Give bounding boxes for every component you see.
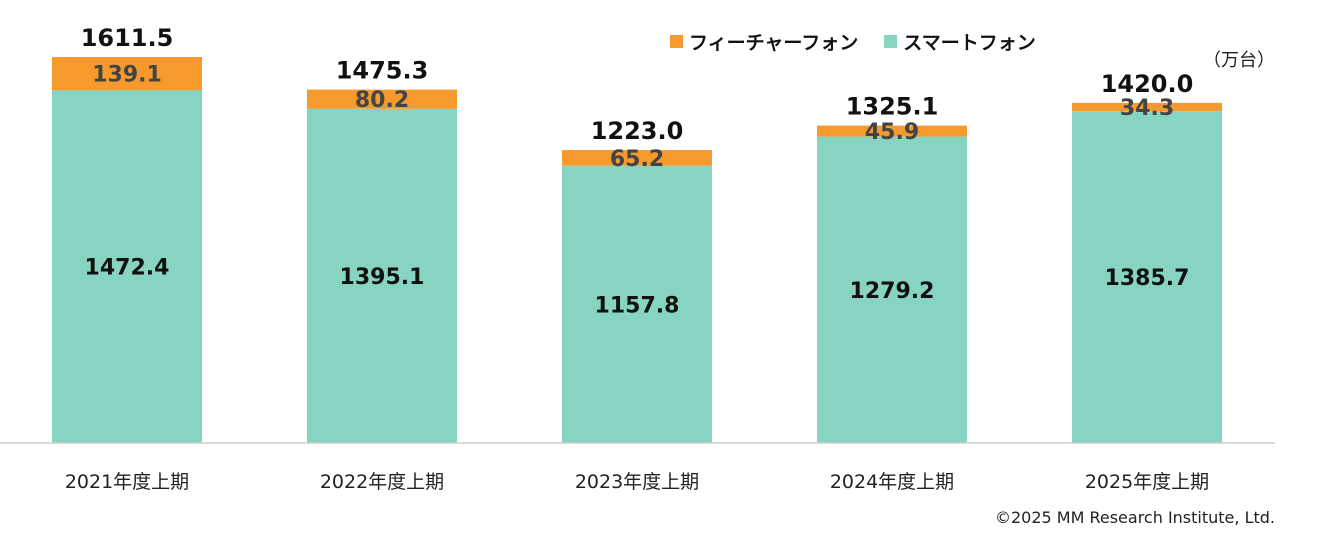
data-label-feature-phone-5: 34.3 (1120, 96, 1174, 121)
bar-feature-phone-4 (817, 125, 967, 137)
data-label-smartphone-5: 1385.7 (1105, 266, 1190, 291)
total-label-5: 1420.0 (1101, 70, 1194, 98)
bar-feature-phone-3 (562, 150, 712, 166)
data-label-smartphone-2: 1395.1 (340, 265, 425, 290)
data-label-feature-phone-3: 65.2 (610, 147, 664, 172)
data-label-feature-phone-4: 45.9 (865, 120, 919, 145)
bar-smartphone-2 (307, 108, 457, 443)
bar-feature-phone-2 (307, 89, 457, 109)
data-label-smartphone-1: 1472.4 (85, 256, 170, 281)
data-label-feature-phone-2: 80.2 (355, 88, 409, 113)
x-tick-label-4: 2024年度上期 (830, 471, 954, 493)
legend: フィーチャーフォン スマートフォン (670, 28, 1036, 55)
copyright-text: ©2025 MM Research Institute, Ltd. (994, 508, 1275, 527)
legend-label-smartphone: スマートフォン (903, 32, 1036, 54)
bar-smartphone-1 (52, 90, 202, 444)
bar-smartphone-5 (1072, 111, 1222, 443)
data-label-feature-phone-1: 139.1 (92, 63, 162, 88)
x-tick-label-3: 2023年度上期 (575, 471, 699, 493)
total-label-1: 1611.5 (81, 24, 174, 52)
data-label-smartphone-3: 1157.8 (595, 293, 680, 318)
total-label-3: 1223.0 (591, 117, 684, 145)
legend-swatch-feature-phone (670, 35, 683, 48)
unit-label: （万台） (1203, 50, 1275, 71)
data-label-smartphone-4: 1279.2 (850, 279, 935, 304)
total-label-4: 1325.1 (846, 93, 939, 121)
bar-feature-phone-5 (1072, 102, 1222, 112)
total-label-2: 1475.3 (336, 57, 429, 85)
x-tick-label-5: 2025年度上期 (1085, 471, 1209, 493)
legend-label-feature-phone: フィーチャーフォン (689, 32, 859, 54)
bar-smartphone-4 (817, 136, 967, 444)
bar-smartphone-3 (562, 165, 712, 444)
bar-feature-phone-1 (52, 57, 202, 91)
legend-item-feature-phone: フィーチャーフォン (670, 28, 858, 55)
x-tick-label-2: 2022年度上期 (320, 471, 444, 493)
legend-swatch-smartphone (884, 35, 898, 48)
legend-item-smartphone: スマートフォン (884, 28, 1036, 55)
x-tick-label-1: 2021年度上期 (65, 471, 189, 493)
